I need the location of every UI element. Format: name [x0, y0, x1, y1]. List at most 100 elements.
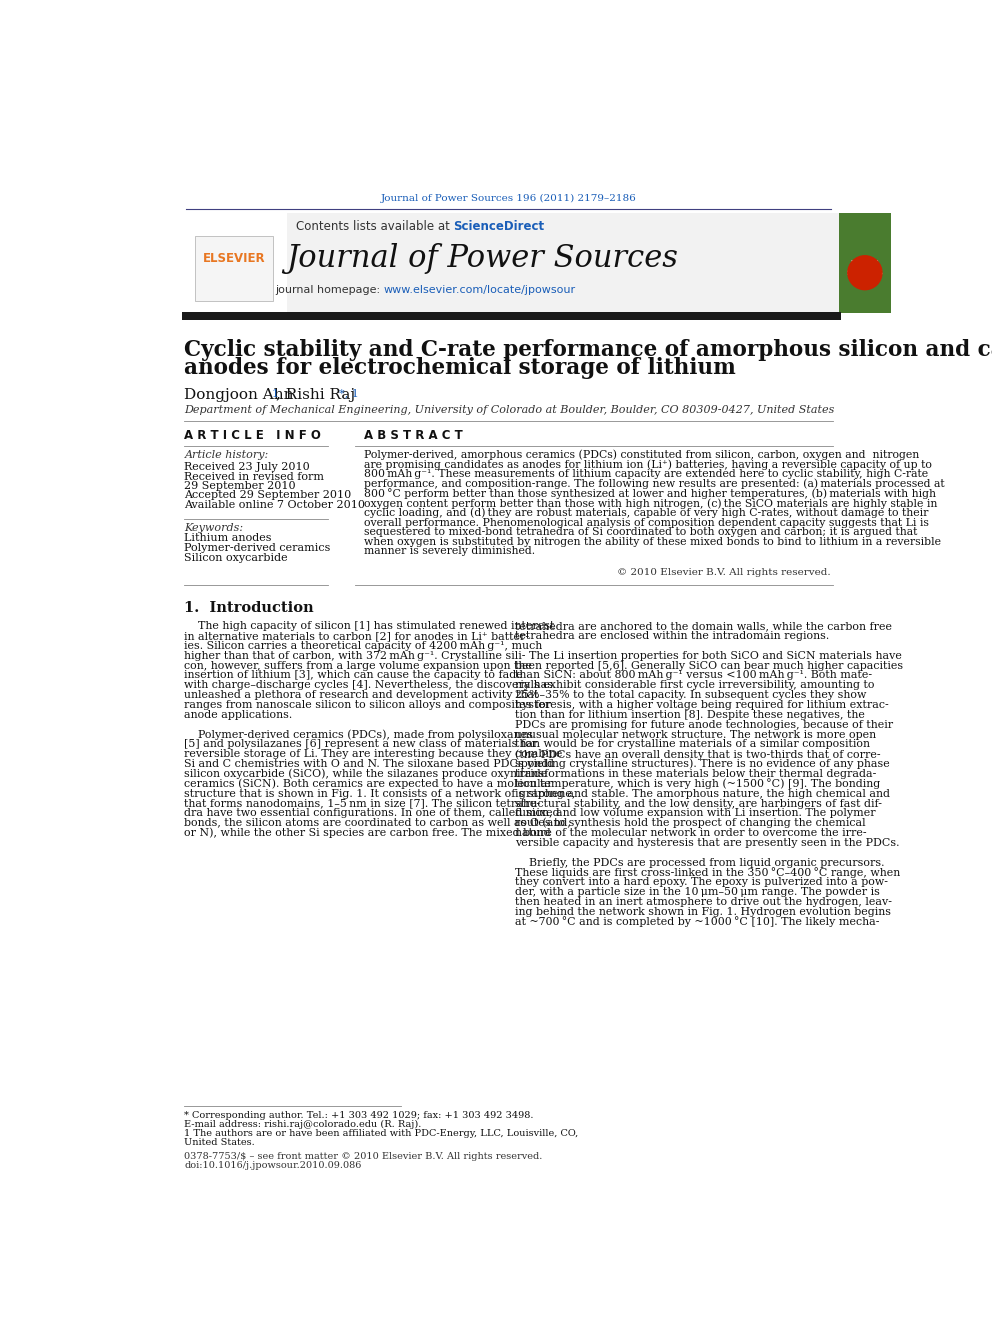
Text: in alternative materials to carbon [2] for anodes in Li⁺ batter-: in alternative materials to carbon [2] f…	[185, 631, 530, 642]
Text: Journal of Power Sources: Journal of Power Sources	[286, 243, 678, 274]
Text: 25%–35% to the total capacity. In subsequent cycles they show: 25%–35% to the total capacity. In subseq…	[515, 691, 866, 700]
Text: higher than that of carbon, with 372 mAh g⁻¹. Crystalline sili-: higher than that of carbon, with 372 mAh…	[185, 651, 526, 660]
Bar	[183, 312, 841, 320]
Text: der, with a particle size in the 10 μm–50 μm range. The powder is: der, with a particle size in the 10 μm–5…	[515, 888, 880, 897]
Text: Accepted 29 September 2010: Accepted 29 September 2010	[185, 491, 352, 500]
Text: unleashed a plethora of research and development activity that: unleashed a plethora of research and dev…	[185, 691, 539, 700]
Text: manner is severely diminished.: manner is severely diminished.	[364, 546, 536, 557]
Text: than SiCN: about 800 mAh g⁻¹ versus <100 mAh g⁻¹. Both mate-: than SiCN: about 800 mAh g⁻¹ versus <100…	[515, 671, 872, 680]
Text: silicon oxycarbide (SiCO), while the silazanes produce oxynitride: silicon oxycarbide (SiCO), while the sil…	[185, 769, 548, 779]
Text: hysteresis, with a higher voltage being required for lithium extrac-: hysteresis, with a higher voltage being …	[515, 700, 889, 710]
Text: at ~700 °C and is completed by ~1000 °C [10]. The likely mecha-: at ~700 °C and is completed by ~1000 °C …	[515, 917, 879, 927]
Text: Cyclic stability and C-rate performance of amorphous silicon and carbon based: Cyclic stability and C-rate performance …	[185, 339, 992, 361]
Text: transformations in these materials below their thermal degrada-: transformations in these materials below…	[515, 769, 876, 779]
Text: PDCs are promising for future anode technologies, because of their: PDCs are promising for future anode tech…	[515, 720, 893, 730]
Text: * Corresponding author. Tel.: +1 303 492 1029; fax: +1 303 492 3498.: * Corresponding author. Tel.: +1 303 492…	[185, 1110, 534, 1119]
Text: Polymer-derived, amorphous ceramics (PDCs) constituted from silicon, carbon, oxy: Polymer-derived, amorphous ceramics (PDC…	[364, 450, 920, 460]
Text: 800 °C perform better than those synthesized at lower and higher temperatures, (: 800 °C perform better than those synthes…	[364, 488, 936, 499]
Circle shape	[848, 255, 882, 290]
Text: tetrahedra are anchored to the domain walls, while the carbon free: tetrahedra are anchored to the domain wa…	[515, 622, 892, 631]
Text: Article history:: Article history:	[185, 450, 269, 460]
Text: ELSEVIER: ELSEVIER	[202, 253, 266, 266]
Text: The Li insertion properties for both SiCO and SiCN materials have: The Li insertion properties for both SiC…	[515, 651, 902, 660]
Text: Department of Mechanical Engineering, University of Colorado at Boulder, Boulder: Department of Mechanical Engineering, Un…	[185, 405, 835, 415]
Text: www.elsevier.com/locate/jpowsour: www.elsevier.com/locate/jpowsour	[384, 284, 575, 295]
Text: United States.: United States.	[185, 1138, 255, 1147]
Bar	[189, 213, 841, 312]
Text: journal homepage:: journal homepage:	[275, 284, 384, 295]
Text: performance, and composition-range. The following new results are presented: (a): performance, and composition-range. The …	[364, 479, 944, 490]
Text: 800 mAh g⁻¹. These measurements of lithium capacity are extended here to cyclic : 800 mAh g⁻¹. These measurements of lithi…	[364, 470, 929, 479]
Text: that forms nanodomains, 1–5 nm in size [7]. The silicon tetrahe-: that forms nanodomains, 1–5 nm in size […	[185, 799, 541, 808]
Text: fusion, and low volume expansion with Li insertion. The polymer: fusion, and low volume expansion with Li…	[515, 808, 875, 819]
Text: con, however, suffers from a large volume expansion upon the: con, however, suffers from a large volum…	[185, 660, 533, 671]
Text: tion temperature, which is very high (~1500 °C) [9]. The bonding: tion temperature, which is very high (~1…	[515, 778, 880, 790]
Text: The high capacity of silicon [1] has stimulated renewed interest: The high capacity of silicon [1] has sti…	[185, 622, 555, 631]
Text: is strong and stable. The amorphous nature, the high chemical and: is strong and stable. The amorphous natu…	[515, 789, 890, 799]
Text: dra have two essential configurations. In one of them, called mixed: dra have two essential configurations. I…	[185, 808, 560, 819]
Text: unusual molecular network structure. The network is more open: unusual molecular network structure. The…	[515, 729, 876, 740]
Text: Received in revised form: Received in revised form	[185, 472, 324, 482]
Text: Contents lists available at: Contents lists available at	[296, 220, 453, 233]
Text: structure that is shown in Fig. 1. It consists of a network of graphene,: structure that is shown in Fig. 1. It co…	[185, 789, 575, 799]
Text: anodes for electrochemical storage of lithium: anodes for electrochemical storage of li…	[185, 357, 736, 380]
Text: [5] and polysilazanes [6] represent a new class of materials for: [5] and polysilazanes [6] represent a ne…	[185, 740, 538, 749]
Text: POWER: POWER	[850, 259, 879, 266]
Text: cyclic loading, and (d) they are robust materials, capable of very high C-rates,: cyclic loading, and (d) they are robust …	[364, 508, 929, 519]
Text: when oxygen is substituted by nitrogen the ability of these mixed bonds to bind : when oxygen is substituted by nitrogen t…	[364, 537, 941, 546]
Text: oxygen content perform better than those with high nitrogen, (c) the SiCO materi: oxygen content perform better than those…	[364, 497, 937, 508]
Text: Si and C chemistries with O and N. The siloxane based PDCs yield: Si and C chemistries with O and N. The s…	[185, 759, 555, 769]
Text: Polymer-derived ceramics (PDCs), made from polysiloxanes: Polymer-derived ceramics (PDCs), made fr…	[185, 729, 534, 740]
Text: insertion of lithium [3], which can cause the capacity to fade: insertion of lithium [3], which can caus…	[185, 671, 523, 680]
Text: rials exhibit considerable first cycle irreversibility, amounting to: rials exhibit considerable first cycle i…	[515, 680, 874, 691]
Text: ranges from nanoscale silicon to silicon alloys and composites for: ranges from nanoscale silicon to silicon…	[185, 700, 552, 710]
Text: ing behind the network shown in Fig. 1. Hydrogen evolution begins: ing behind the network shown in Fig. 1. …	[515, 908, 891, 917]
Text: ScienceDirect: ScienceDirect	[453, 220, 545, 233]
Text: with charge–discharge cycles [4]. Nevertheless, the discovery has: with charge–discharge cycles [4]. Nevert…	[185, 680, 554, 691]
Text: tetrahedra are enclosed within the intradomain regions.: tetrahedra are enclosed within the intra…	[515, 631, 829, 642]
Text: Journal of Power Sources 196 (2011) 2179–2186: Journal of Power Sources 196 (2011) 2179…	[381, 194, 636, 204]
Bar	[195, 235, 273, 302]
Text: E-mail address: rishi.raj@colorado.edu (R. Raj).: E-mail address: rishi.raj@colorado.edu (…	[185, 1119, 422, 1129]
Text: © 2010 Elsevier B.V. All rights reserved.: © 2010 Elsevier B.V. All rights reserved…	[617, 568, 831, 577]
Text: Polymer-derived ceramics: Polymer-derived ceramics	[185, 544, 330, 553]
Text: overall performance. Phenomenological analysis of composition dependent capacity: overall performance. Phenomenological an…	[364, 517, 930, 528]
Text: Received 23 July 2010: Received 23 July 2010	[185, 462, 310, 472]
Text: structural stability, and the low density, are harbingers of fast dif-: structural stability, and the low densit…	[515, 799, 882, 808]
Text: SOURCES: SOURCES	[846, 270, 883, 275]
Text: 1 The authors are or have been affiliated with PDC-Energy, LLC, Louisville, CO,: 1 The authors are or have been affiliate…	[185, 1129, 578, 1138]
Text: sponding crystalline structures). There is no evidence of any phase: sponding crystalline structures). There …	[515, 759, 890, 770]
Text: 29 September 2010: 29 September 2010	[185, 482, 296, 491]
Text: ies. Silicon carries a theoretical capacity of 4200 mAh g⁻¹, much: ies. Silicon carries a theoretical capac…	[185, 640, 543, 651]
Text: Lithium anodes: Lithium anodes	[185, 533, 272, 544]
Text: *, 1: *, 1	[339, 389, 359, 398]
Text: Briefly, the PDCs are processed from liquid organic precursors.: Briefly, the PDCs are processed from liq…	[515, 857, 884, 868]
Text: sequestered to mixed-bond tetrahedra of Si coordinated to both oxygen and carbon: sequestered to mixed-bond tetrahedra of …	[364, 527, 918, 537]
Text: A B S T R A C T: A B S T R A C T	[364, 430, 463, 442]
Text: nature of the molecular network in order to overcome the irre-: nature of the molecular network in order…	[515, 828, 866, 839]
Bar	[189, 213, 287, 312]
Text: 1: 1	[271, 389, 279, 398]
Text: Dongjoon Ahn: Dongjoon Ahn	[185, 388, 294, 402]
Text: , Rishi Raj: , Rishi Raj	[276, 388, 355, 402]
Text: Keywords:: Keywords:	[185, 524, 244, 533]
Text: Available online 7 October 2010: Available online 7 October 2010	[185, 500, 365, 511]
Text: they convert into a hard epoxy. The epoxy is pulverized into a pow-: they convert into a hard epoxy. The epox…	[515, 877, 888, 888]
Text: 1.  Introduction: 1. Introduction	[185, 601, 314, 615]
Text: These liquids are first cross-linked in the 350 °C–400 °C range, when: These liquids are first cross-linked in …	[515, 867, 900, 878]
Text: bonds, the silicon atoms are coordinated to carbon as well as O (and,: bonds, the silicon atoms are coordinated…	[185, 818, 571, 828]
Text: anode applications.: anode applications.	[185, 710, 293, 720]
Text: than would be for crystalline materials of a similar composition: than would be for crystalline materials …	[515, 740, 870, 749]
Text: doi:10.1016/j.jpowsour.2010.09.086: doi:10.1016/j.jpowsour.2010.09.086	[185, 1162, 362, 1171]
Text: then heated in an inert atmosphere to drive out the hydrogen, leav-: then heated in an inert atmosphere to dr…	[515, 897, 892, 908]
Text: 0378-7753/$ – see front matter © 2010 Elsevier B.V. All rights reserved.: 0378-7753/$ – see front matter © 2010 El…	[185, 1152, 543, 1162]
Bar	[838, 213, 891, 312]
Text: tion than for lithium insertion [8]. Despite these negatives, the: tion than for lithium insertion [8]. Des…	[515, 710, 864, 720]
Text: routes to synthesis hold the prospect of changing the chemical: routes to synthesis hold the prospect of…	[515, 818, 865, 828]
Text: A R T I C L E   I N F O: A R T I C L E I N F O	[185, 430, 321, 442]
Text: Silicon oxycarbide: Silicon oxycarbide	[185, 553, 288, 564]
Text: versible capacity and hysteresis that are presently seen in the PDCs.: versible capacity and hysteresis that ar…	[515, 837, 899, 848]
Text: ceramics (SiCN). Both ceramics are expected to have a molecular: ceramics (SiCN). Both ceramics are expec…	[185, 778, 554, 789]
Text: been reported [5,6]. Generally SiCO can bear much higher capacities: been reported [5,6]. Generally SiCO can …	[515, 660, 903, 671]
Text: reversible storage of Li. They are interesting because they combine: reversible storage of Li. They are inter…	[185, 749, 562, 759]
